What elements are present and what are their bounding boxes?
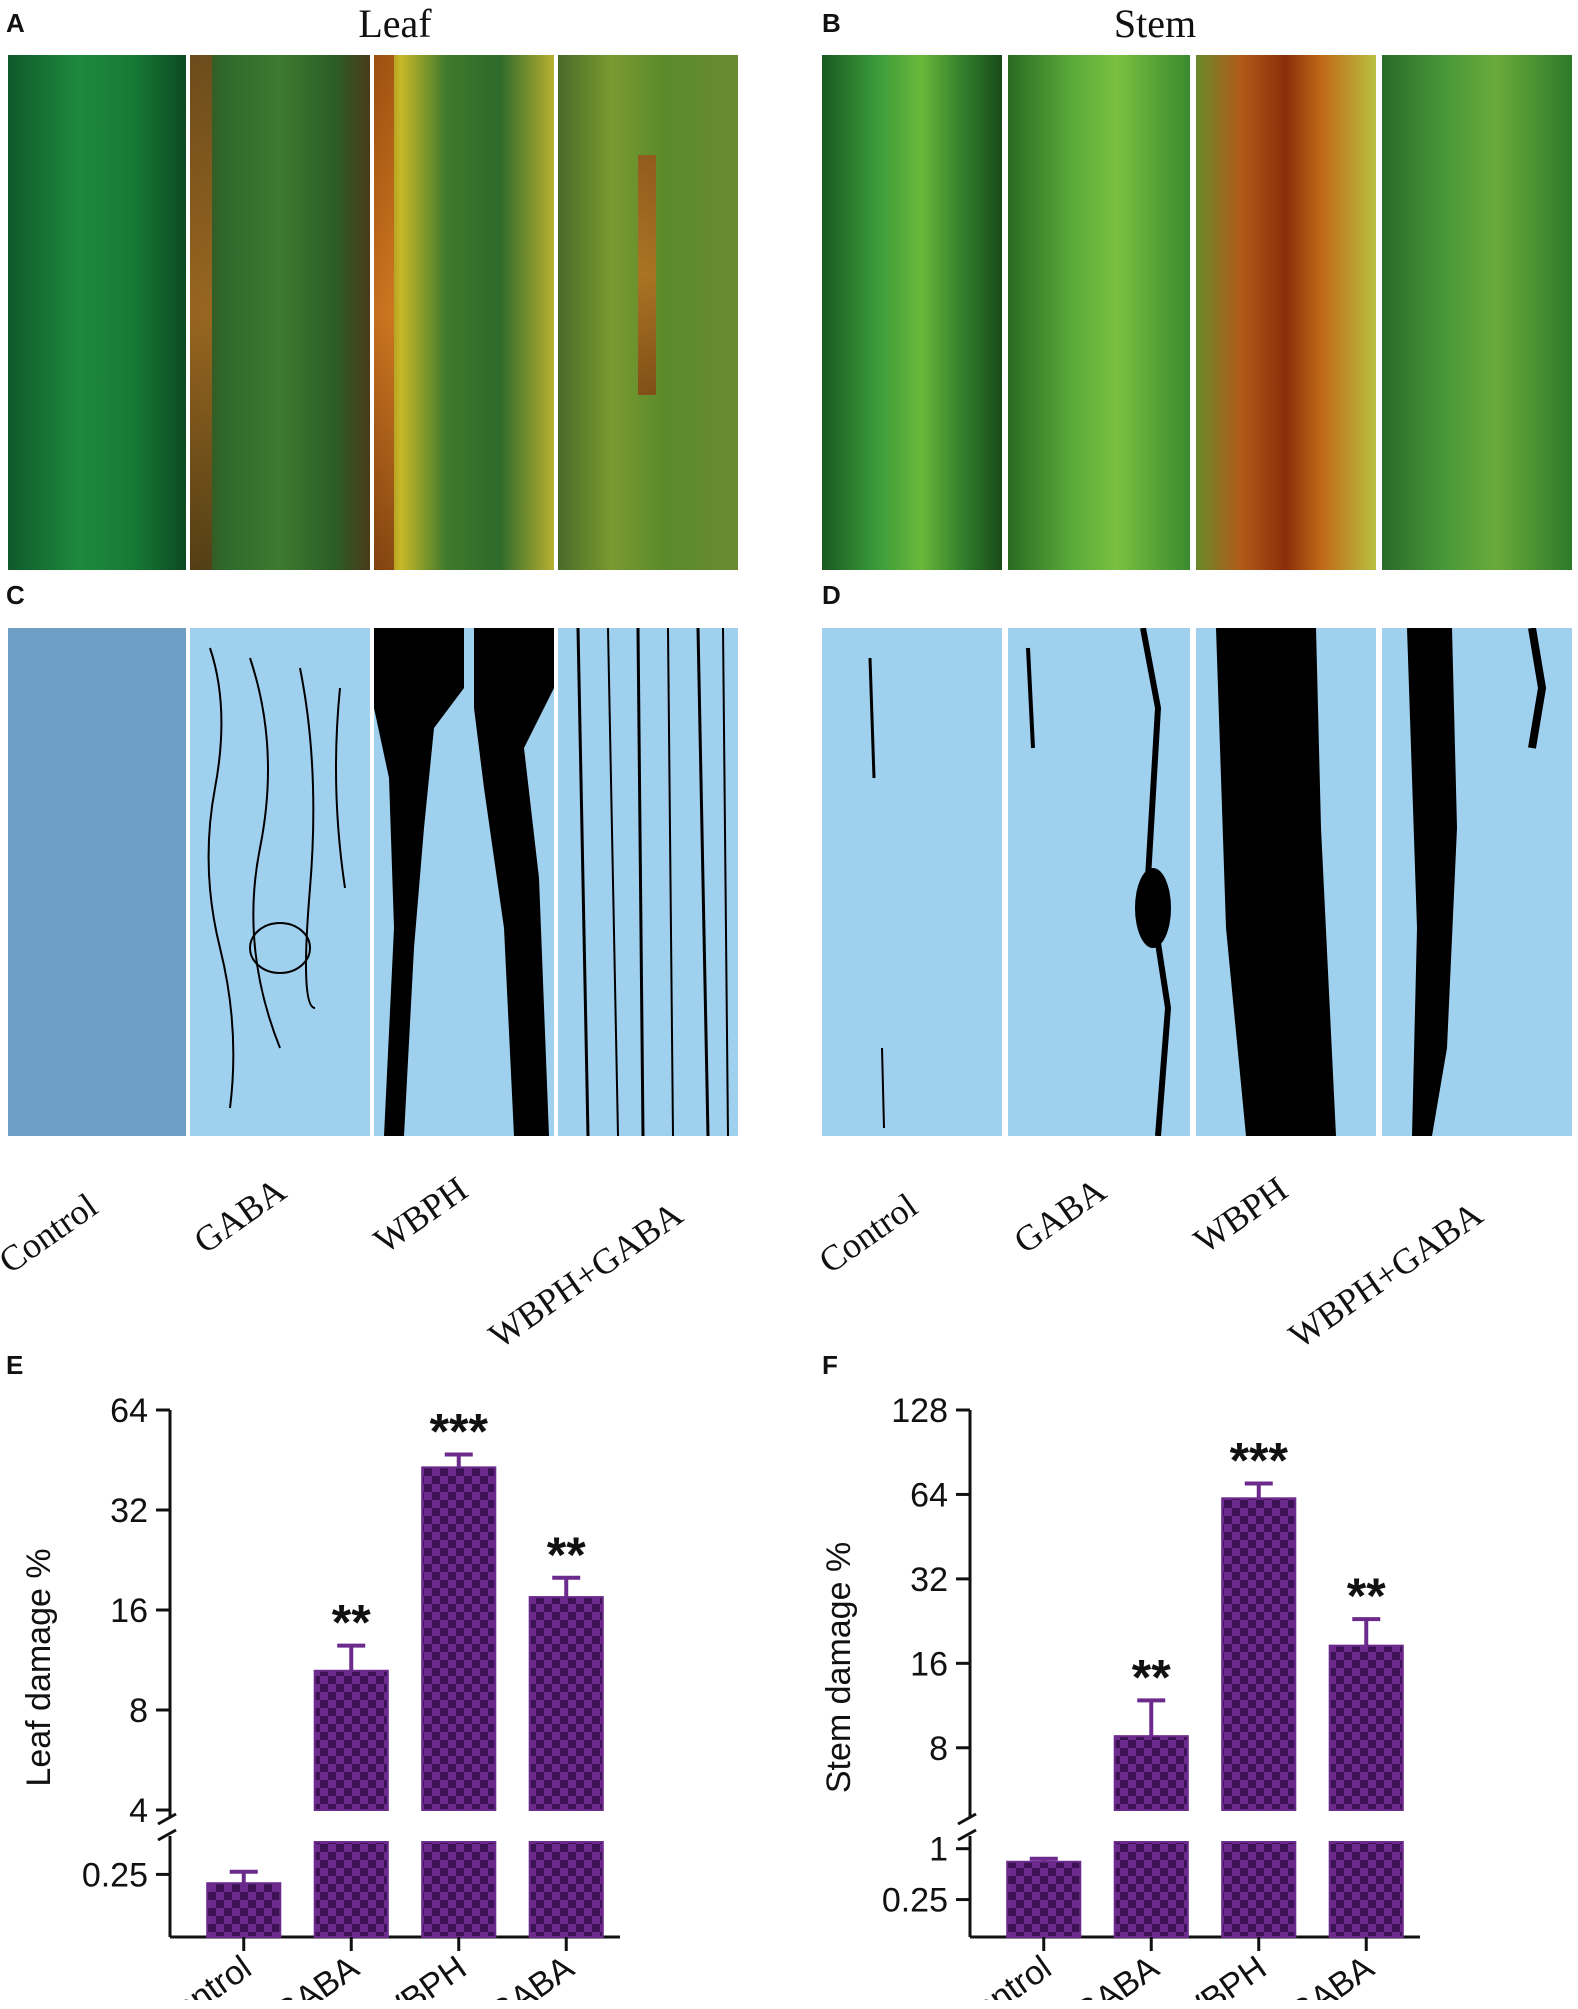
significance-label: ** (1347, 1568, 1386, 1624)
y-tick-label: 128 (891, 1392, 948, 1430)
y-tick-label: 64 (110, 1392, 148, 1430)
stem-mask-control-spots (868, 657, 885, 1129)
stem-mask-gaba (1008, 628, 1190, 1136)
c-label-wbph: WBPH (366, 1168, 475, 1262)
significance-label: *** (430, 1404, 489, 1460)
stem-photo-control (822, 55, 1002, 570)
x-tick-label: Control (147, 1948, 259, 2000)
chart-ylabel-0: Leaf damage % (20, 1548, 58, 1786)
leaf-photo-control (8, 55, 186, 570)
stem-photo-wbph-gaba (1382, 55, 1572, 570)
leaf-mask-gaba (190, 628, 370, 1136)
c-label-wbph-gaba: WBPH+GABA (481, 1193, 690, 1357)
panel-letter-d: D (822, 580, 841, 610)
x-tick-label: WBPH (1168, 1948, 1273, 2000)
bar-lower-3 (528, 1841, 604, 1938)
leaf-photo-gaba (190, 55, 370, 570)
significance-label: ** (332, 1595, 371, 1651)
bar-lower-3 (1328, 1841, 1404, 1938)
bar-lower-1 (313, 1841, 389, 1938)
y-tick-label: 32 (110, 1492, 148, 1530)
y-tick-label: 16 (910, 1645, 948, 1683)
axis-break-mark (157, 1812, 177, 1826)
x-tick-label: GABA (1067, 1948, 1166, 2000)
stem-mask-wbph (1196, 628, 1376, 1136)
stem-photo-gaba (1008, 55, 1190, 570)
y-tick-label: 0.25 (882, 1882, 948, 1920)
y-tick-label: 1 (929, 1831, 948, 1869)
axis-break-mark (157, 1828, 177, 1842)
significance-label: ** (547, 1527, 586, 1583)
y-tick-label: 64 (910, 1476, 948, 1514)
panel-letter-f: F (822, 1350, 838, 1380)
y-tick-label: 32 (910, 1561, 948, 1599)
leaf-mask-wbph-gaba-spots (576, 628, 729, 1136)
axis-break-mark (957, 1828, 977, 1842)
stem-photo-wbph (1196, 55, 1376, 570)
c-label-gaba: GABA (186, 1169, 293, 1262)
bar-3 (528, 1596, 604, 1811)
y-tick-label: 16 (110, 1592, 148, 1630)
panel-letter-b: B (822, 8, 841, 38)
y-tick-label: 8 (929, 1730, 948, 1768)
leaf-photo-wbph-gaba (558, 55, 738, 570)
leaf-mask-control (8, 628, 186, 1136)
bar-2 (1221, 1497, 1297, 1812)
d-label-gaba: GABA (1006, 1169, 1113, 1262)
panel-letter-a: A (6, 8, 25, 38)
leaf-title: Leaf (358, 1, 432, 46)
bar-lower-2 (1221, 1841, 1297, 1938)
chart-ylabel-1: Stem damage % (820, 1542, 858, 1793)
bar-lower-2 (421, 1841, 497, 1938)
x-tick-label: WBPH (368, 1948, 473, 2000)
x-tick-label: GABA (267, 1948, 366, 2000)
bar-0 (1006, 1860, 1082, 1938)
bar-3 (1328, 1644, 1404, 1811)
stem-mask-control (822, 628, 1002, 1136)
leaf-mask-wbph-gaba (558, 628, 738, 1136)
d-label-control: Control (811, 1185, 925, 1282)
bar-2 (421, 1466, 497, 1811)
leaf-mask-wbph-spots (374, 628, 554, 1136)
leaf-photo-wbph (374, 55, 554, 570)
d-label-wbph-gaba: WBPH+GABA (1281, 1193, 1490, 1357)
bar-1 (1113, 1735, 1189, 1811)
bar-lower-1 (1113, 1841, 1189, 1938)
leaf-mask-wbph (374, 628, 554, 1136)
panel-letter-c: C (6, 580, 25, 610)
y-tick-label: 4 (129, 1792, 148, 1830)
x-tick-label: Control (947, 1948, 1059, 2000)
stem-damage-chart: Stem damage % 8 16 32 64 128 0.25 1 Control ** GAB… (820, 1392, 1420, 2000)
y-tick-label: 8 (129, 1692, 148, 1730)
panel-letter-e: E (6, 1350, 24, 1380)
stem-mask-wbph-gaba-spots (1407, 628, 1547, 1136)
bar-0 (206, 1882, 282, 1939)
stem-mask-wbph-gaba (1382, 628, 1572, 1136)
leaf-damage-chart: Leaf damage % 4 8 16 32 64 0.25 Control ** GABA **… (20, 1392, 620, 2000)
axis-break-mark (957, 1812, 977, 1826)
d-label-wbph: WBPH (1186, 1168, 1295, 1262)
significance-label: *** (1230, 1433, 1289, 1489)
bar-1 (313, 1669, 389, 1811)
c-label-control: Control (0, 1185, 105, 1282)
leaf-mask-gaba-spots (207, 647, 346, 1109)
y-tick-label: 0.25 (82, 1856, 148, 1894)
significance-label: ** (1132, 1649, 1171, 1705)
stem-mask-gaba-spots (1026, 628, 1172, 1136)
stem-title: Stem (1113, 1, 1197, 46)
stem-mask-wbph-spots (1216, 628, 1336, 1136)
